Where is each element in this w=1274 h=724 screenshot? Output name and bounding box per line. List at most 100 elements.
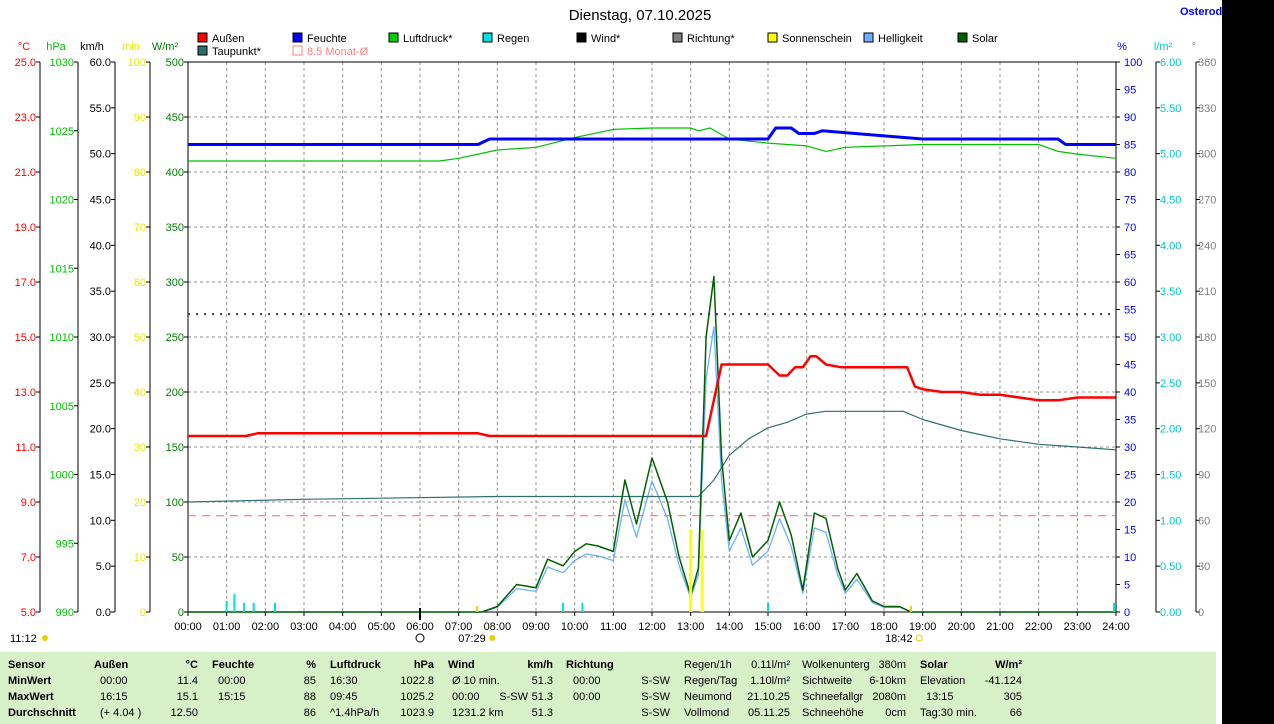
x-tick-label: 13:00 xyxy=(677,621,705,633)
x-tick-label: 00:00 xyxy=(174,621,202,633)
solar-value: -41.124 xyxy=(984,675,1022,687)
feuchte-value: 86 xyxy=(303,707,316,719)
dir-axis-tick-label: 210 xyxy=(1198,286,1216,298)
temp-axis-unit: °C xyxy=(18,41,30,53)
dir-axis-tick-label: 240 xyxy=(1198,240,1216,252)
solar-axis-tick-label: 0 xyxy=(178,607,184,619)
rain-label: Regen/1h xyxy=(684,659,732,671)
solar-unit: W/m² xyxy=(995,659,1022,671)
rain-bar xyxy=(581,602,584,612)
solar-label: 13:15 xyxy=(926,691,954,703)
solar-value: 305 xyxy=(1003,691,1022,703)
legend-swatch xyxy=(197,32,208,43)
temp-axis-tick-label: 23.0 xyxy=(15,112,36,124)
cloud-value: 0cm xyxy=(885,707,906,719)
sensor-header: Sensor xyxy=(8,659,46,671)
x-tick-label: 21:00 xyxy=(986,621,1014,633)
dir-axis-tick-label: 270 xyxy=(1198,195,1216,207)
solar-axis-tick-label: 300 xyxy=(166,277,184,289)
aussen-line xyxy=(188,355,1116,438)
station-link[interactable]: Osterod xyxy=(1180,6,1223,18)
feuchte-line xyxy=(188,126,1116,146)
legend-label: Wind* xyxy=(591,33,621,45)
x-tick-label: 16:00 xyxy=(793,621,821,633)
rain-label: Vollmond xyxy=(684,707,730,719)
wind-value: 51.3 xyxy=(531,707,553,719)
wind-time: 1231.2 km xyxy=(452,707,504,719)
sun-axis-tick-label: 90 xyxy=(134,112,146,124)
press-axis-tick-label: 995 xyxy=(56,538,74,550)
legend-swatch xyxy=(388,32,399,43)
temp-axis-tick-label: 25.0 xyxy=(15,57,36,69)
aussen-header: Außen xyxy=(94,659,129,671)
rain-label: Neumond xyxy=(684,691,732,703)
x-tick-label: 14:00 xyxy=(716,621,744,633)
solar-value: 66 xyxy=(1009,707,1022,719)
rain-value: 05.11.25 xyxy=(747,707,790,719)
hum-axis-tick-label: 15 xyxy=(1124,525,1136,537)
dir-axis-unit: ° xyxy=(1192,41,1196,53)
wind-value: 51.3 xyxy=(531,675,553,687)
rain-value: 1.10l/m² xyxy=(750,675,790,687)
x-tick-label: 04:00 xyxy=(329,621,357,633)
luftdruck-value: 1025.2 xyxy=(400,691,434,703)
rain-label: Regen/Tag xyxy=(684,675,738,687)
hum-axis-tick-label: 65 xyxy=(1124,250,1136,262)
wind-axis-unit: km/h xyxy=(80,41,104,53)
solar-axis-unit: W/m² xyxy=(152,41,179,53)
cloud-label: Schneehöhe xyxy=(802,707,864,719)
wind-axis-tick-label: 15.0 xyxy=(90,470,111,482)
press-axis-tick-label: 1005 xyxy=(50,401,74,413)
luftdruck-unit: hPa xyxy=(413,659,434,671)
helligkeit-line xyxy=(188,326,1116,613)
row-label: Durchschnitt xyxy=(8,707,76,719)
rain-bar xyxy=(233,593,236,612)
stats-panel: Sensor MinWert MaxWert Durchschnitt Außen °C 0… xyxy=(0,652,1216,724)
axes: 25.0 23.0 21.0 19.0 17.0 15.0 13.0 11.0 9.0 7.0 5.… xyxy=(15,41,1217,619)
luftdruck-header: Luftdruck xyxy=(330,659,381,671)
window-edge xyxy=(1222,0,1274,724)
hum-axis-tick-label: 85 xyxy=(1124,140,1136,152)
x-tick-label: 18:00 xyxy=(870,621,898,633)
hum-axis-tick-label: 75 xyxy=(1124,195,1136,207)
x-tick-label: 12:00 xyxy=(638,621,666,633)
wind-dir: S-SW xyxy=(499,691,528,703)
hum-axis-tick-label: 0 xyxy=(1124,607,1130,619)
press-axis-tick-label: 1025 xyxy=(50,126,74,138)
solar-axis-tick-label: 450 xyxy=(166,112,184,124)
rain-axis-tick-label: 6.00 xyxy=(1160,57,1181,69)
wind-time: 00:00 xyxy=(452,691,480,703)
x-tick-label: 10:00 xyxy=(561,621,589,633)
feuchte-value: 88 xyxy=(303,691,316,703)
rain-axis-tick-label: 4.00 xyxy=(1160,240,1181,252)
feuchte-time: 00:00 xyxy=(218,675,246,687)
legend-swatch xyxy=(767,32,778,43)
sunrise-icon xyxy=(489,635,496,641)
sun-axis-tick-label: 40 xyxy=(134,387,146,399)
rain-axis-tick-label: 1.00 xyxy=(1160,515,1181,527)
wind-axis-tick-label: 5.0 xyxy=(96,561,111,573)
solar-axis-tick-label: 350 xyxy=(166,222,184,234)
legend-label: Solar xyxy=(972,33,998,45)
rain-bar xyxy=(243,602,246,612)
sun-axis-tick-label: 30 xyxy=(134,442,146,454)
legend-label: 8.5 Monat-Ø xyxy=(307,46,369,58)
sun-axis-tick-label: 60 xyxy=(134,277,146,289)
legend-swatch xyxy=(292,32,303,43)
legend-label: Richtung* xyxy=(687,33,735,45)
luftdruck-time: ^1.4hPa/h xyxy=(330,707,380,719)
wind-axis-tick-label: 60.0 xyxy=(90,57,111,69)
legend-label: Helligkeit xyxy=(878,33,923,45)
temp-axis-tick-label: 11.0 xyxy=(15,442,36,454)
solar-header: Solar xyxy=(920,659,948,671)
legend-swatch xyxy=(482,32,493,43)
sun-axis-unit: min xyxy=(122,41,140,53)
legend-label: Regen xyxy=(497,33,529,45)
aussen-time: (+ 4.04 ) xyxy=(100,707,142,719)
sun-axis-tick-label: 20 xyxy=(134,497,146,509)
wind-axis-tick-label: 35.0 xyxy=(90,286,111,298)
dir-axis-tick-label: 360 xyxy=(1198,57,1216,69)
temp-axis-tick-label: 19.0 xyxy=(15,222,36,234)
legend-swatch xyxy=(672,32,683,43)
row-label: MinWert xyxy=(8,675,52,687)
